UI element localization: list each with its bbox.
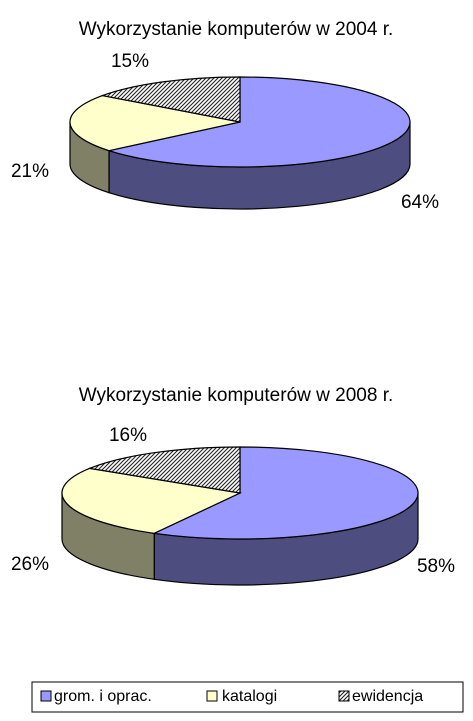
legend-swatch	[206, 690, 218, 702]
data-label: 26%	[11, 554, 49, 575]
legend-swatch	[40, 690, 52, 702]
legend-label: ewidencja	[352, 688, 423, 705]
legend-label: katalogi	[222, 688, 277, 705]
data-label: 16%	[109, 425, 147, 446]
slice	[87, 446, 241, 494]
slice	[100, 76, 241, 123]
data-label: 64%	[401, 192, 439, 213]
data-label: 21%	[11, 161, 49, 182]
legend-box	[31, 681, 464, 713]
legend-label: grom. i oprac.	[54, 688, 152, 705]
slice	[152, 446, 419, 540]
chart-title: Wykorzystanie komputerów w 2004 r.	[79, 19, 394, 40]
slice	[69, 94, 241, 152]
data-label: 15%	[111, 51, 149, 72]
legend-swatch	[338, 690, 350, 702]
slice	[61, 467, 243, 534]
slice	[106, 76, 411, 168]
chart-title: Wykorzystanie komputerów w 2008 r.	[79, 385, 394, 406]
data-label: 58%	[417, 556, 455, 577]
